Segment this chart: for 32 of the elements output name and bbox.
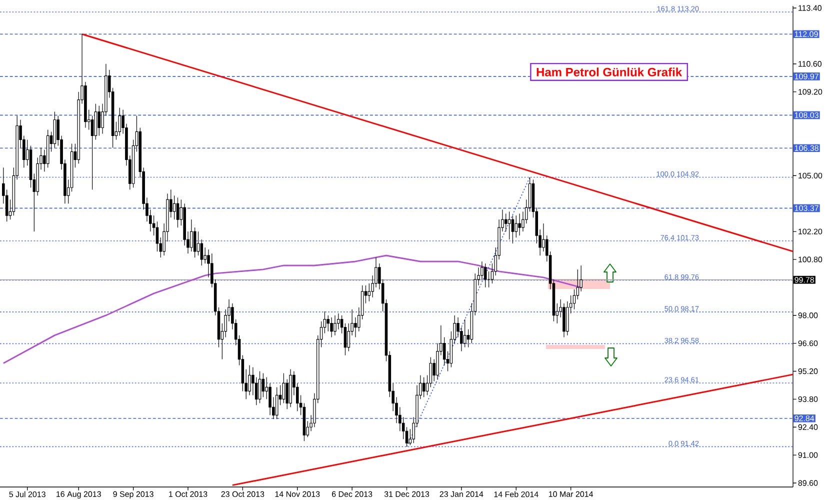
y-tick-label: 100.80 [798,256,822,262]
x-tick-label: 14 Feb 2014 [494,491,538,498]
y-tick-label: 105.00 [798,172,822,178]
x-tick-label: 23 Jan 2014 [440,491,484,497]
ref-line-label: 106.38 [794,145,818,151]
x-tick-label: 6 Dec 2013 [332,491,372,497]
ref-line-label: 112.09 [794,31,818,37]
x-tick-label: 23 Oct 2013 [221,491,264,497]
y-tick-label: 95.20 [798,368,818,374]
x-tick-label: 1 Oct 2013 [169,491,208,497]
ref-line-label: 109.97 [794,74,818,80]
y-tick-label: 98.00 [798,312,818,318]
y-tick-label: 109.20 [798,88,822,95]
y-tick-label: 113.40 [798,5,822,11]
y-tick-label: 110.60 [798,61,822,67]
ref-line-label: 103.37 [794,205,818,212]
y-tick-label: 93.80 [798,396,818,402]
ref-line-label: 99.78 [794,277,814,283]
y-tick-label: 89.60 [798,480,818,486]
x-tick-label: 14 Nov 2013 [275,491,320,497]
x-tick-label: 16 Aug 2013 [56,491,101,499]
text: Ham Petrol Günlük Grafik [536,68,682,76]
y-tick-label: 92.40 [798,424,818,430]
y-tick-label: 91.00 [798,452,818,458]
x-tick-label: 31 Dec 2013 [384,491,430,497]
x-tick-label: 9 Sep 2013 [113,491,154,499]
y-tick-label: 96.60 [798,340,818,346]
x-tick-label: 10 Mar 2014 [548,491,594,497]
ref-line-label: 92.84 [794,416,814,422]
ref-line-label: 108.03 [794,112,818,118]
x-tick-label: 5 Jul 2013 [9,491,46,498]
y-tick-label: 102.20 [798,228,822,234]
